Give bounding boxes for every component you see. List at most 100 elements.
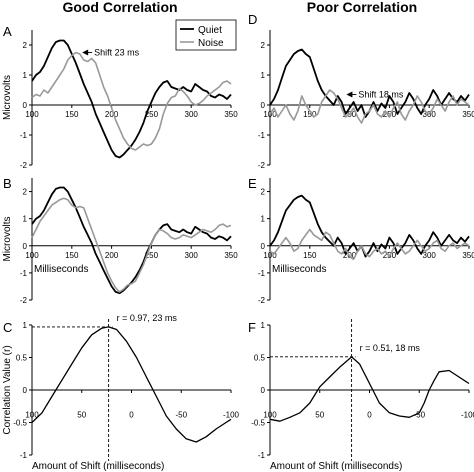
x-tick-label: 350 bbox=[224, 110, 238, 119]
y-tick-label: -0.5 bbox=[13, 419, 27, 428]
y-tick-label: -2 bbox=[20, 161, 28, 170]
y-tick-label: -0.5 bbox=[251, 419, 265, 428]
y-tick-label: -1 bbox=[258, 131, 266, 140]
y-tick-label: 0.5 bbox=[254, 354, 266, 363]
x-axis-label: Milliseconds bbox=[272, 264, 326, 275]
y-tick-label: -2 bbox=[258, 296, 266, 305]
x-axis-label: Amount of Shift (milliseconds) bbox=[32, 461, 164, 472]
x-tick-label: 200 bbox=[105, 251, 119, 260]
x-tick-label: 350 bbox=[462, 110, 474, 119]
legend-noise-label: Noise bbox=[198, 38, 224, 49]
y-tick-label: 1 bbox=[23, 71, 28, 80]
y-tick-label: -1 bbox=[20, 269, 28, 278]
panel-letter-e: E bbox=[248, 176, 257, 191]
x-tick-label: 150 bbox=[65, 110, 79, 119]
panel-letter-f: F bbox=[248, 320, 256, 335]
y-tick-label: -2 bbox=[20, 296, 28, 305]
x-tick-label: 300 bbox=[185, 251, 199, 260]
x-tick-label: 150 bbox=[303, 251, 317, 260]
x-tick-label: -100 bbox=[223, 411, 240, 420]
panel-letter-a: A bbox=[3, 24, 12, 39]
panel-b: B 2 1 0 -1 -2 100 150 200 250 300 350 Microvolts Mill… bbox=[2, 176, 238, 305]
x-tick-label: 100 bbox=[263, 251, 277, 260]
x-tick-label: 50 bbox=[77, 411, 86, 420]
y-tick-label: -1 bbox=[20, 451, 28, 460]
shift-arrow-head bbox=[82, 49, 89, 56]
legend: Quiet Noise bbox=[175, 19, 237, 51]
x-tick-label: 200 bbox=[105, 110, 119, 119]
x-tick-label: 150 bbox=[65, 251, 79, 260]
correlation-line bbox=[269, 356, 470, 422]
x-tick-label: 150 bbox=[303, 110, 317, 119]
quiet-series-line bbox=[269, 194, 470, 258]
y-tick-label: 0 bbox=[23, 386, 28, 395]
panel-letter-b: B bbox=[3, 176, 12, 191]
x-axis-label: Milliseconds bbox=[34, 264, 88, 275]
noise-series-line bbox=[31, 51, 232, 151]
y-tick-label: 2 bbox=[23, 188, 28, 197]
panel-f: F1 0.5 0 -0.5 -1 100 50 0 -50 -100 r = 0.51, 18 ms… bbox=[248, 319, 474, 472]
x-tick-label: 100 bbox=[25, 110, 39, 119]
y-axis-label: Microvolts bbox=[2, 216, 13, 261]
x-tick-label: 250 bbox=[145, 251, 159, 260]
x-tick-label: 200 bbox=[343, 251, 357, 260]
correlation-line bbox=[31, 326, 232, 443]
x-tick-label: 100 bbox=[25, 251, 39, 260]
x-tick-label: 100 bbox=[263, 411, 277, 420]
y-tick-label: 0.5 bbox=[16, 354, 28, 363]
noise-series-line bbox=[269, 89, 470, 124]
x-tick-label: 350 bbox=[462, 251, 474, 260]
legend-box bbox=[175, 19, 237, 51]
noise-series-line bbox=[31, 197, 232, 293]
y-tick-label: 1 bbox=[23, 215, 28, 224]
x-axis-label: Amount of Shift (milliseconds) bbox=[270, 461, 402, 472]
panel-c: C 1 0.5 0 -0.5 -1 100 50 0 -50 -100 r = 0.97, 23 ms… bbox=[2, 313, 240, 472]
y-tick-label: -1 bbox=[258, 451, 266, 460]
y-tick-label: 0 bbox=[23, 242, 28, 251]
panel-letter-d: D bbox=[248, 12, 257, 27]
y-tick-label: 1 bbox=[261, 215, 266, 224]
x-tick-label: 250 bbox=[145, 110, 159, 119]
y-tick-label: 1 bbox=[261, 71, 266, 80]
y-tick-label: -1 bbox=[258, 269, 266, 278]
x-tick-label: 50 bbox=[315, 411, 324, 420]
x-tick-label: 300 bbox=[185, 110, 199, 119]
y-tick-label: -2 bbox=[258, 161, 266, 170]
y-tick-label: 2 bbox=[261, 41, 266, 50]
title-good-correlation: Good Correlation bbox=[62, 0, 177, 15]
panel-letter-c: C bbox=[3, 320, 12, 335]
x-tick-label: 0 bbox=[367, 411, 372, 420]
quiet-series-line bbox=[31, 39, 232, 159]
quiet-series-line bbox=[269, 48, 470, 118]
x-tick-label: 350 bbox=[224, 251, 238, 260]
y-tick-label: -1 bbox=[20, 131, 28, 140]
title-poor-correlation: Poor Correlation bbox=[307, 0, 417, 15]
y-tick-label: 1 bbox=[23, 321, 28, 330]
x-tick-label: 0 bbox=[129, 411, 134, 420]
shift-annotation: Shift 18 ms bbox=[358, 90, 404, 100]
y-tick-label: 0 bbox=[261, 101, 266, 110]
y-tick-label: 1 bbox=[261, 321, 266, 330]
x-tick-label: 300 bbox=[423, 251, 437, 260]
peak-annotation: r = 0.51, 18 ms bbox=[360, 343, 421, 353]
panel-a: A 2 1 0 -1 -2 100 150 200 250 300 350 Shift 23 ms Mic… bbox=[2, 24, 238, 170]
y-axis-label: Microvolts bbox=[2, 75, 13, 120]
legend-quiet-label: Quiet bbox=[198, 25, 222, 36]
shift-arrow-head bbox=[346, 91, 353, 98]
x-tick-label: -50 bbox=[175, 411, 187, 420]
y-tick-label: 0 bbox=[23, 101, 28, 110]
y-tick-label: 2 bbox=[23, 41, 28, 50]
y-axis-label: Correlation Value (r) bbox=[2, 345, 13, 434]
peak-annotation: r = 0.97, 23 ms bbox=[117, 313, 178, 323]
noise-series-line bbox=[269, 228, 470, 261]
y-tick-label: 0 bbox=[261, 386, 266, 395]
y-tick-label: 2 bbox=[261, 188, 266, 197]
x-tick-label: -50 bbox=[413, 411, 425, 420]
x-tick-label: -100 bbox=[461, 411, 474, 420]
x-tick-label: 100 bbox=[263, 110, 277, 119]
x-tick-label: 100 bbox=[25, 411, 39, 420]
shift-annotation: Shift 23 ms bbox=[94, 48, 140, 58]
